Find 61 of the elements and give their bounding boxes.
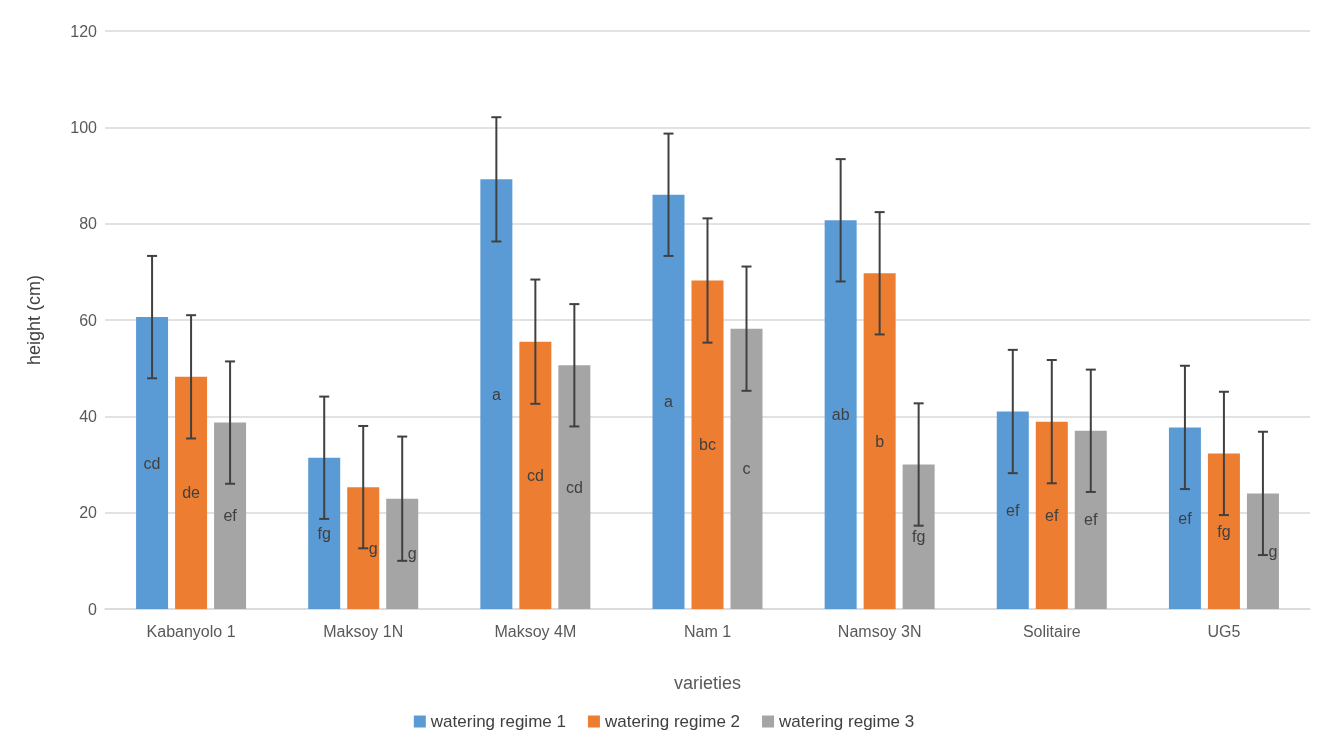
bar [1035, 421, 1068, 609]
data-label: ef [1006, 501, 1021, 519]
x-axis-title: varieties [673, 673, 742, 693]
y-tick-label: 60 [79, 311, 98, 329]
data-label: fg [1217, 522, 1231, 540]
data-label: ef [223, 507, 238, 525]
bar [386, 498, 419, 609]
legend-label: watering regime 2 [603, 712, 741, 731]
bar [175, 376, 208, 609]
bar [902, 464, 935, 609]
data-label: ef [1045, 506, 1060, 524]
x-tick-label: Solitaire [1022, 622, 1081, 640]
data-label: g [1268, 542, 1278, 560]
legend-label: watering regime 3 [778, 712, 915, 731]
bar [480, 179, 513, 609]
bar [730, 328, 763, 609]
x-tick-label: Maksoy 1N [323, 622, 404, 640]
bar [558, 365, 591, 609]
bar [1168, 427, 1201, 609]
y-tick-label: 40 [79, 407, 98, 425]
bar [652, 194, 685, 609]
data-label: g [368, 539, 378, 557]
y-tick-label: 80 [79, 215, 98, 233]
data-label: ef [1084, 511, 1099, 529]
bar [863, 273, 896, 609]
legend-label: watering regime 1 [429, 712, 566, 731]
data-label: cd [526, 466, 544, 484]
data-label: fg [317, 524, 331, 542]
data-label: cd [143, 454, 161, 472]
x-tick-label: Nam 1 [683, 622, 732, 640]
bar [1074, 430, 1107, 609]
data-label: a [664, 393, 674, 411]
data-label: c [742, 460, 751, 478]
bar [136, 317, 169, 609]
data-label: g [407, 545, 417, 563]
y-tick-label: 120 [70, 22, 98, 40]
bar [519, 341, 552, 609]
y-tick-label: 20 [79, 504, 98, 522]
data-label: de [182, 484, 201, 502]
bar [347, 487, 380, 609]
bar [214, 422, 247, 609]
bar [691, 280, 724, 609]
data-label: b [875, 432, 885, 450]
bar [996, 411, 1029, 609]
y-axis-title: height (cm) [24, 274, 44, 366]
data-label: fg [911, 528, 926, 546]
x-tick-label: Kabanyolo 1 [146, 622, 236, 640]
x-tick-label: Namsoy 3N [837, 622, 922, 640]
bar [308, 457, 341, 609]
data-label: a [491, 385, 501, 403]
data-label: cd [565, 478, 583, 496]
bar [1207, 453, 1240, 609]
bar [1246, 493, 1279, 609]
y-tick-label: 0 [88, 600, 98, 618]
data-label: bc [699, 436, 716, 454]
bar [824, 220, 857, 609]
data-label: ab [831, 406, 850, 424]
x-tick-label: UG5 [1207, 622, 1241, 640]
x-tick-label: Maksoy 4M [494, 622, 577, 640]
data-label: ef [1178, 509, 1193, 527]
y-tick-label: 100 [70, 118, 98, 136]
